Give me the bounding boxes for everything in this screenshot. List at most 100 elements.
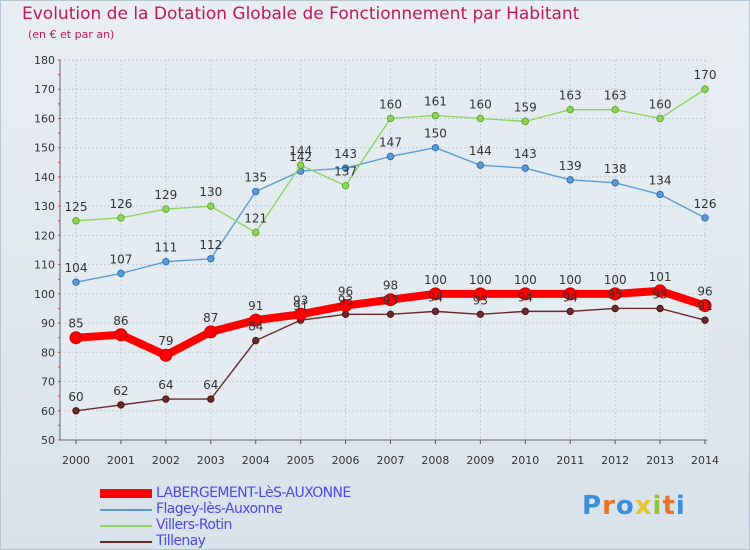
x-tick-label: 2014 [691, 454, 719, 467]
series-layer [69, 85, 712, 415]
data-point [428, 287, 442, 301]
data-point [72, 278, 80, 286]
data-label: 91 [697, 299, 712, 313]
data-label: 121 [244, 211, 267, 225]
data-point [473, 287, 487, 301]
data-label: 94 [518, 290, 533, 304]
data-label: 95 [608, 287, 623, 301]
data-point [566, 307, 574, 316]
data-label: 130 [199, 185, 222, 199]
x-tick-label: 2012 [601, 454, 629, 467]
data-label: 135 [244, 171, 267, 185]
data-label: 134 [649, 173, 672, 187]
legend-label: Villers-Rotin [156, 517, 232, 533]
data-label: 161 [424, 95, 447, 109]
plot-area [60, 60, 707, 440]
data-label: 138 [604, 162, 627, 176]
data-label: 163 [559, 89, 582, 103]
data-point [162, 257, 170, 266]
data-point [162, 205, 170, 213]
data-point [72, 407, 80, 415]
data-point [341, 164, 350, 172]
data-label: 137 [334, 165, 357, 179]
chart-title: Evolution de la Dotation Globale de Fonc… [22, 4, 580, 24]
y-tick-label: 160 [34, 112, 55, 125]
data-point [476, 310, 485, 319]
data-label: 87 [203, 311, 218, 325]
data-label: 91 [293, 299, 308, 313]
data-point [563, 287, 577, 301]
x-tick-label: 2009 [466, 454, 494, 467]
data-point [566, 176, 574, 184]
x-tick-label: 2002 [152, 454, 180, 467]
data-point [566, 105, 574, 114]
data-label: 101 [649, 270, 672, 284]
data-label: 96 [697, 285, 712, 299]
data-point [656, 190, 664, 199]
data-label: 64 [203, 378, 218, 392]
data-point [72, 217, 80, 225]
data-point [341, 181, 350, 190]
x-tick-label: 2003 [197, 454, 225, 467]
y-tick-label: 150 [34, 142, 55, 155]
legend-swatch [100, 525, 152, 527]
data-point [162, 395, 170, 403]
x-tick-label: 2001 [107, 454, 135, 467]
data-label: 144 [469, 144, 492, 158]
data-label: 150 [424, 127, 447, 141]
data-point [252, 228, 260, 237]
data-point [431, 111, 440, 120]
y-tick-label: 80 [41, 346, 55, 359]
data-label: 79 [158, 334, 173, 348]
data-point [608, 287, 622, 301]
data-label: 143 [334, 147, 357, 161]
data-point [252, 336, 260, 345]
data-point [207, 255, 215, 263]
y-tick-label: 70 [41, 376, 55, 389]
data-label: 160 [469, 97, 492, 111]
data-label: 93 [338, 293, 353, 307]
data-point [249, 313, 263, 327]
logo-letter: o [615, 491, 635, 521]
data-label: 112 [199, 238, 222, 252]
data-label: 96 [338, 285, 353, 299]
proxiti-logo: Proxiti [582, 491, 686, 521]
data-label: 160 [649, 97, 672, 111]
data-point [386, 114, 395, 123]
data-label: 98 [383, 279, 398, 293]
legend-label: Tillenay [156, 533, 206, 549]
data-point [701, 85, 709, 93]
grid-lines [60, 59, 707, 441]
x-tick-label: 2008 [421, 454, 449, 467]
x-tick-label: 2000 [62, 454, 90, 467]
data-label: 139 [559, 159, 582, 173]
logo-letter: r [602, 491, 616, 521]
data-point [656, 114, 664, 123]
data-label: 160 [379, 97, 402, 111]
y-tick-label: 90 [41, 317, 55, 330]
legend-swatch [100, 489, 152, 498]
data-label: 111 [154, 241, 177, 255]
data-point [117, 214, 125, 222]
x-tick-label: 2005 [287, 454, 315, 467]
data-point [521, 307, 529, 316]
data-point [386, 310, 395, 319]
y-tick-label: 120 [34, 229, 55, 242]
logo-letter: x [634, 491, 653, 521]
data-point [701, 316, 709, 324]
data-point [207, 395, 215, 403]
data-point [611, 105, 619, 114]
y-tick-label: 100 [34, 288, 55, 301]
data-point [386, 152, 395, 161]
data-point [431, 143, 440, 152]
data-label: 93 [383, 293, 398, 307]
data-point [339, 299, 353, 313]
data-point [252, 187, 260, 196]
data-label: 100 [424, 273, 447, 287]
data-label: 84 [248, 320, 263, 334]
x-tick-label: 2011 [556, 454, 584, 467]
logo-letter: P [582, 491, 603, 521]
data-label: 129 [154, 188, 177, 202]
data-point [431, 307, 440, 316]
data-label: 100 [559, 273, 582, 287]
